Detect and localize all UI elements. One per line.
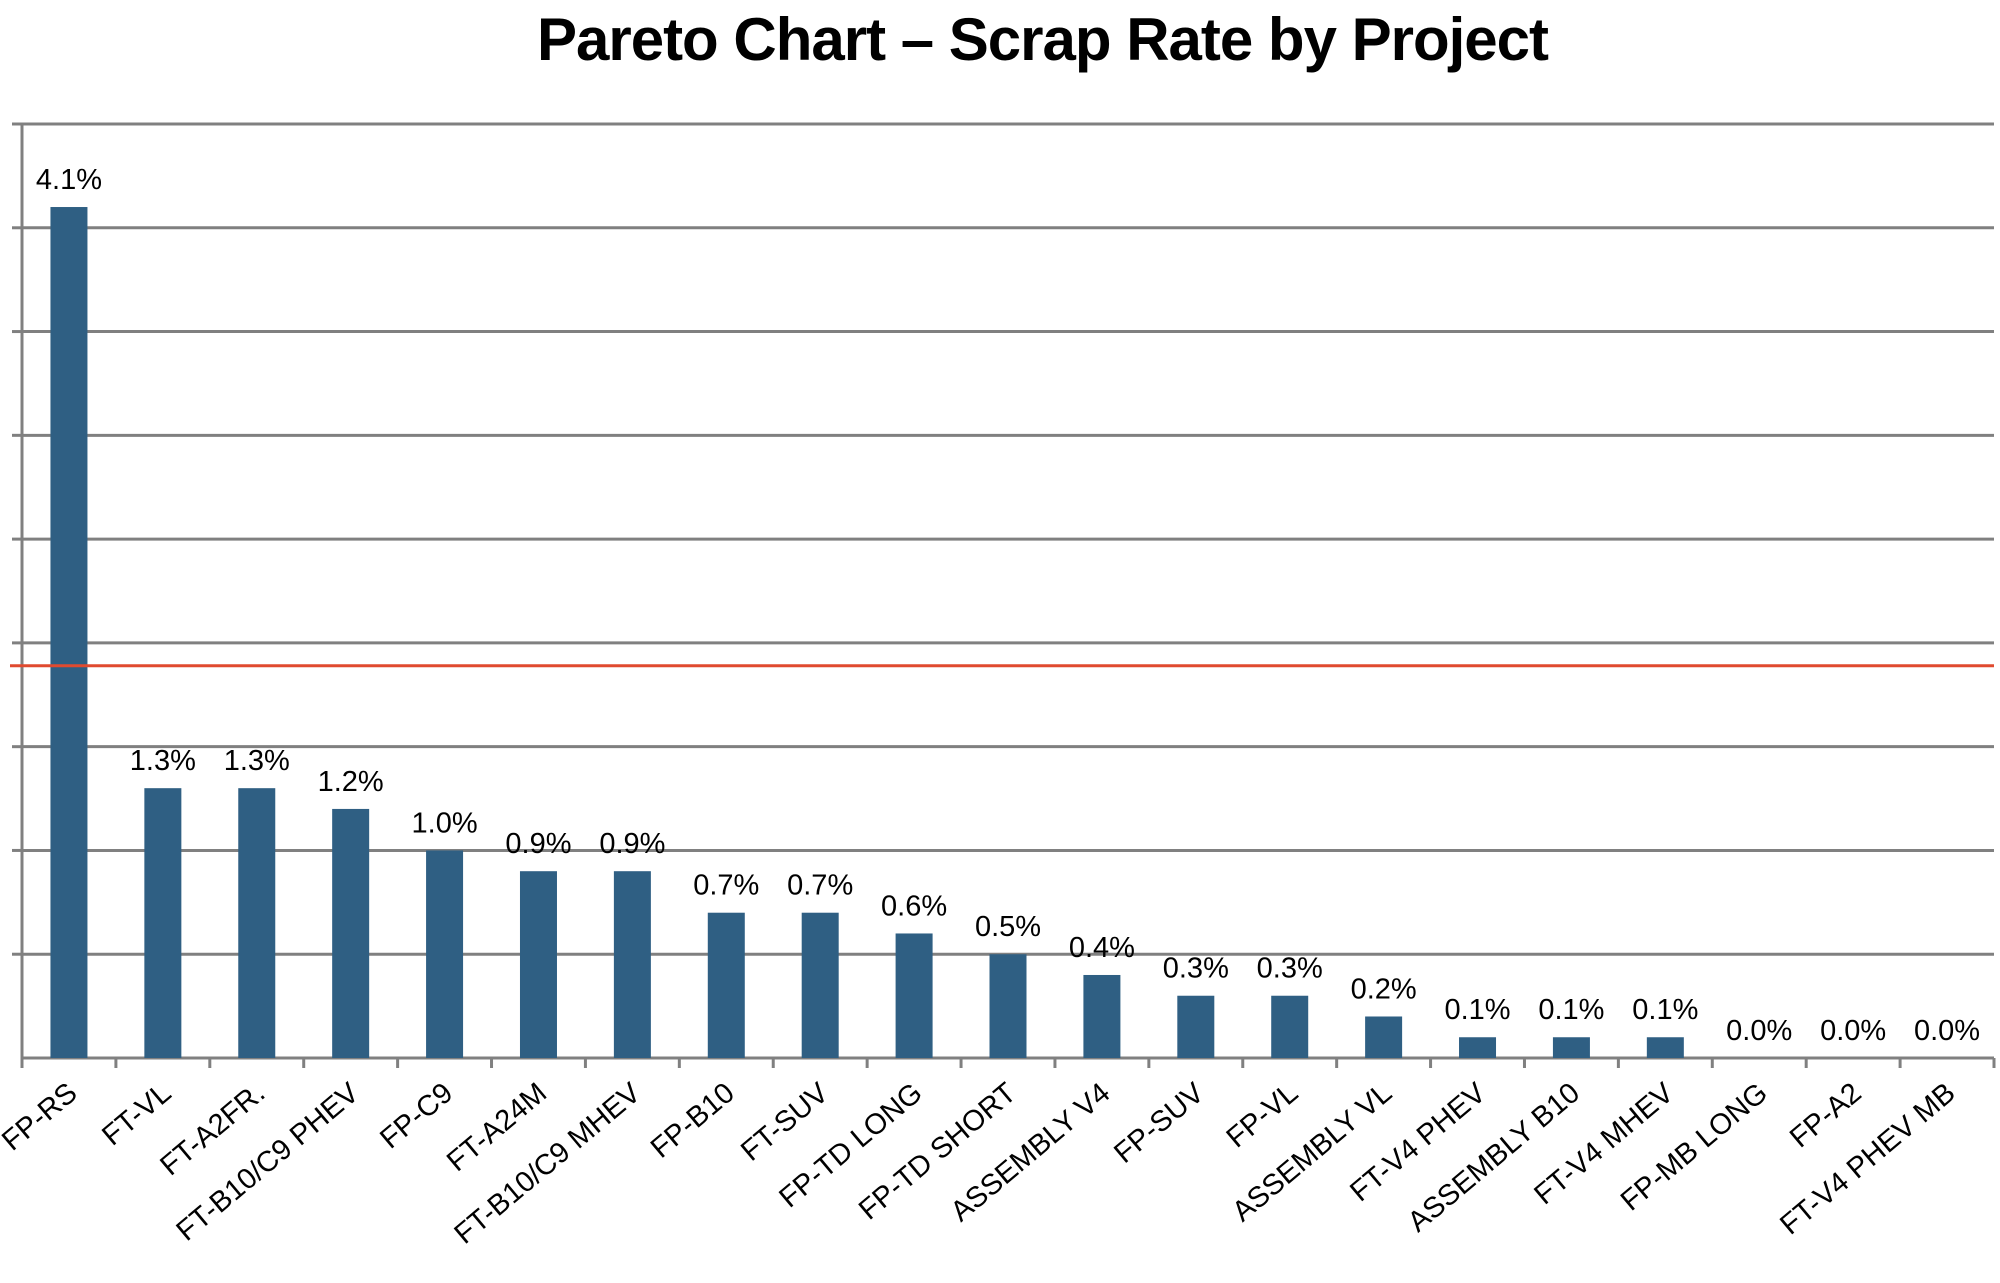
- category-label: FP-VL: [1221, 1077, 1305, 1154]
- category-label: FP-C9: [374, 1077, 459, 1155]
- data-label: 0.3%: [1257, 953, 1323, 985]
- category-label: ASSEMBLY B10: [1402, 1077, 1586, 1239]
- data-label: 0.1%: [1538, 994, 1604, 1026]
- data-label: 0.9%: [505, 828, 571, 860]
- bar: [1459, 1037, 1497, 1058]
- data-label: 0.1%: [1444, 994, 1510, 1026]
- bar: [332, 808, 370, 1058]
- category-label: FP-B10: [645, 1077, 741, 1165]
- bar: [1177, 995, 1215, 1058]
- category-label: FT-V4 PHEV MB: [1774, 1077, 1961, 1241]
- bar: [801, 912, 839, 1058]
- bar: [144, 788, 182, 1058]
- data-label: 0.9%: [599, 828, 665, 860]
- data-label: 0.7%: [693, 870, 759, 902]
- category-label: ASSEMBLY VL: [1226, 1077, 1398, 1228]
- bar: [519, 871, 557, 1058]
- data-label: 0.2%: [1351, 973, 1417, 1005]
- data-label: 0.6%: [881, 890, 947, 922]
- bars: [50, 207, 1684, 1058]
- grid-lines: [22, 122, 1994, 956]
- data-label: 0.0%: [1914, 1015, 1980, 1047]
- category-label: FP-A2: [1784, 1077, 1868, 1154]
- category-label: FT-VL: [96, 1077, 177, 1152]
- data-label: 0.7%: [787, 870, 853, 902]
- data-label: 4.1%: [36, 164, 102, 196]
- bar: [1365, 1016, 1403, 1058]
- data-label: 0.4%: [1069, 932, 1135, 964]
- category-label: FP-SUV: [1108, 1076, 1211, 1169]
- bar: [895, 933, 933, 1058]
- data-label: 1.3%: [224, 745, 290, 777]
- bar: [238, 788, 276, 1058]
- data-label: 1.3%: [130, 745, 196, 777]
- data-label: 0.0%: [1820, 1015, 1886, 1047]
- data-label: 0.1%: [1632, 994, 1698, 1026]
- bar: [707, 912, 745, 1058]
- data-labels: 4.1% 1.3% 1.3% 1.2% 1.0% 0.9% 0.9% 0.7% 0.7% 0.6%…: [36, 164, 1980, 1047]
- bar: [1083, 974, 1121, 1058]
- bar: [50, 207, 88, 1058]
- bar: [1646, 1037, 1684, 1058]
- chart-title: Pareto Chart – Scrap Rate by Project: [536, 6, 1549, 73]
- data-label: 1.2%: [318, 766, 384, 798]
- bar: [1271, 995, 1309, 1058]
- bar: [613, 871, 651, 1058]
- data-label: 0.5%: [975, 911, 1041, 943]
- bar: [1552, 1037, 1590, 1058]
- data-label: 0.0%: [1726, 1015, 1792, 1047]
- category-label: FP-TD SHORT: [853, 1077, 1023, 1227]
- category-label: FP-RS: [0, 1077, 83, 1157]
- axis-ticks: [12, 122, 1996, 1068]
- bar: [426, 850, 464, 1058]
- data-label: 0.3%: [1163, 953, 1229, 985]
- bar: [989, 954, 1027, 1058]
- data-label: 1.0%: [412, 807, 478, 839]
- category-label: ASSEMBLY V4: [945, 1077, 1117, 1228]
